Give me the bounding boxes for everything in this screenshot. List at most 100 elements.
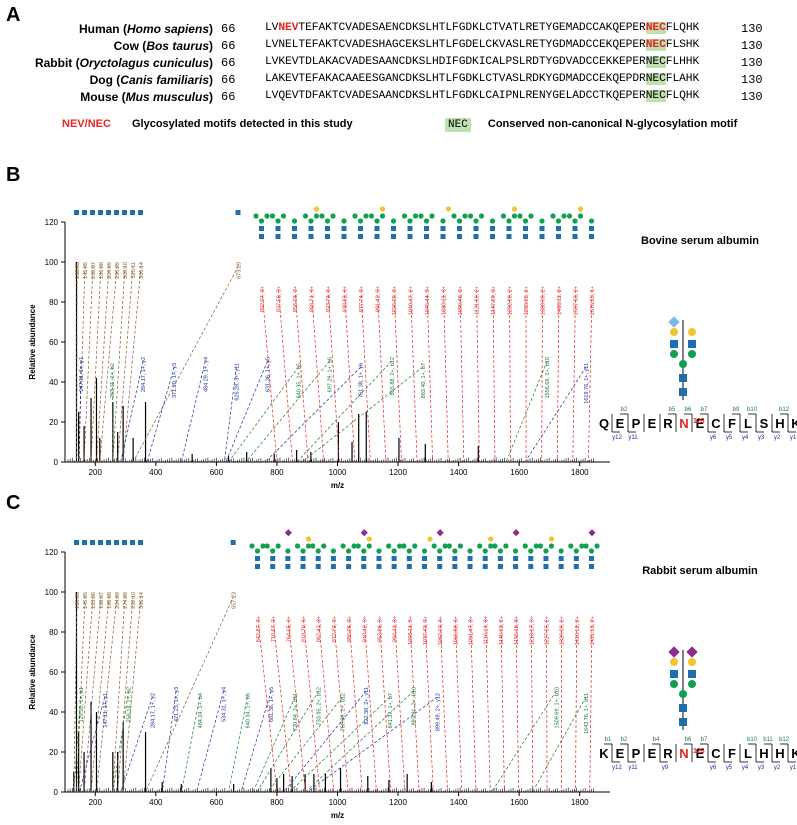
glycan-galactose [488,536,494,542]
b-ion-label: b10 [747,407,758,413]
glycan-hexnac [358,226,363,231]
sequence-end: 130 [741,73,763,87]
glycan-hexnac [285,556,291,561]
b-ion-label: b5 [669,407,676,413]
glycan-mannose [506,218,512,224]
glycan-hexnac [406,556,412,561]
glycan-hexnac [539,234,545,239]
sequence-start: 66 [221,90,236,104]
glycan-hexnac [341,226,347,231]
b-ion-label: b6 [685,407,692,413]
glycan-mannose [482,548,488,554]
glycan-sialic-acid [686,646,698,658]
sequence: LVQEVTDFAKTCVADESAANCDKSLHTLFGDKLCAIPNLR… [265,90,700,102]
y-ion-label: y1 [790,765,797,771]
glycan-hexnac [424,226,429,231]
peptide-residue: F [728,746,736,761]
fragment-link [223,366,237,463]
glycan-hexnac [308,234,314,239]
fragment-label: 710.67, 3+ [271,616,277,642]
peptide-residue: N [679,416,688,431]
fragment-label: 640.35, 1+, b5 [297,363,303,398]
fragment-label: 1227.55, 2+ [544,616,550,645]
glycan-hexnac [589,234,594,239]
fragment-label: 284.17, 1+, y2 [150,693,156,728]
glycan-mannose [308,218,314,224]
glycan-hexnac [122,540,127,545]
glycan-mannose [363,213,369,219]
fragment-label: 258.14, 1+, b2 [127,687,133,722]
glycan-hexnac [391,564,397,569]
fragment-link [348,619,363,793]
x-tick-label: 800 [270,468,284,477]
glycan-hexnac [424,234,429,239]
sequence: LAKEVTEFAKACAAEESGANCDKSLHTLFGDKLCTVASLR… [265,73,700,85]
glycan-galactose [366,536,372,542]
fragment-link [272,619,292,793]
glycan-mannose [390,218,397,224]
fragment-link [327,289,340,463]
fragment-label: 862.42, 3+ [317,616,323,642]
y-ion-label: y11 [628,765,638,771]
glycan-mannose [330,213,336,219]
glycan-neuac [436,529,444,537]
fragment-link [112,690,129,793]
peptide-residue: E [648,746,657,761]
fragment-link [476,289,480,463]
glycan-hexnac [292,234,297,239]
fragment-label: 886.05, 3+ [347,616,353,642]
fragment-link [294,289,309,463]
protein-title: Bovine serum albumin [641,235,759,247]
glycan-mannose [489,218,496,224]
legend-nec-box: NEC [445,118,471,132]
fragment-label: 1040.47, 2+ [409,286,415,315]
glycan-hexnac [330,564,336,569]
glycan-mannose [401,543,407,549]
glycan-hexnac [270,556,276,561]
fragment-link [196,690,224,793]
fragment-label: 657.23 [232,592,238,609]
glycan-mannose [555,218,562,224]
x-tick-label: 1600 [510,468,528,477]
glycan-mannose [442,543,448,549]
fragment-link [485,619,491,793]
glycan-mannose [451,213,457,219]
fragment-link [311,289,325,463]
glycan-mannose [280,213,287,219]
fragment-link [112,595,126,793]
fragment-label: 1099.46, 3+ [458,286,464,315]
glycan-mannose [688,350,696,358]
x-tick-label: 1600 [510,798,528,807]
glycan-hexnac [275,226,281,231]
glycan-mannose [670,680,678,688]
glycan-hexnac [315,564,321,569]
glycan-galactose [577,206,584,212]
glycan-mannose [467,213,474,219]
glycan-hexnac [90,540,95,545]
glycan-hexnac [407,226,413,231]
glycan-hexnac [440,234,446,239]
glycan-mannose [579,543,585,549]
glycan-hexnac [539,226,545,231]
b-ion-label: b12 [779,407,790,413]
fragment-label: 1509.69, 1+, b10 [554,687,560,728]
peptide-residue: E [696,416,705,431]
fragment-link [409,619,420,793]
glycan-mannose [548,543,555,549]
glycan-hexnac [82,540,87,545]
y-ion-label: y3 [758,765,765,771]
y-tick-label: 120 [45,218,59,227]
glycan-hexnac [315,556,321,561]
glycan-mannose [401,213,408,219]
glycan-sialic-acid [668,316,680,328]
fragment-link [267,696,343,793]
glycan-hexnac [361,556,367,561]
sequence-start: 66 [221,39,236,53]
y-tick-label: 0 [54,788,59,797]
glycan-mannose [679,690,687,698]
motif-nec: NEC [645,73,666,85]
glycan-hexnac [670,670,678,678]
fragment-label: 1140.53, 2+ [499,616,505,645]
glycan-neuac [588,529,596,537]
fragment-label: 673.29 [236,262,242,279]
